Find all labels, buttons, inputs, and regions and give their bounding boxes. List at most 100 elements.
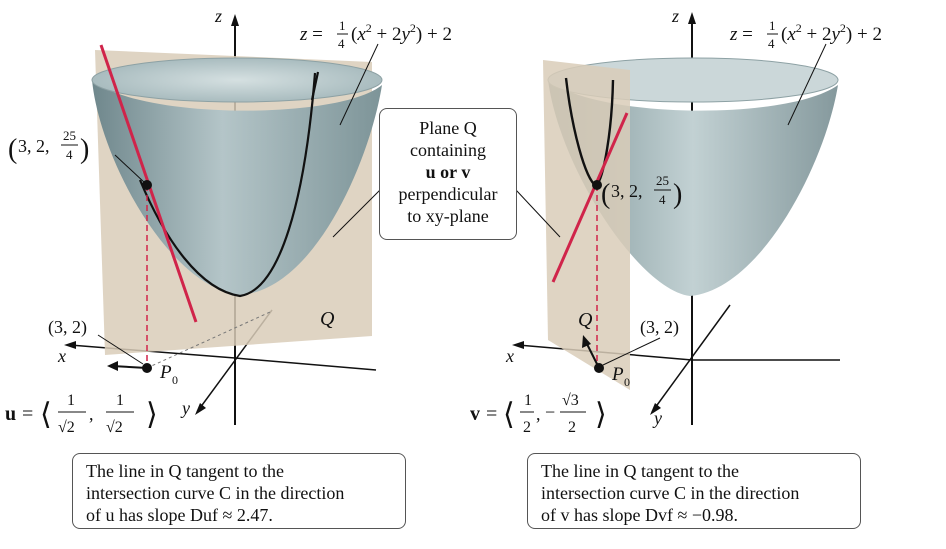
right-vector-label: v = ⟨ 1 2 , − √3 2 ⟩ (470, 392, 607, 436)
svg-text:4: 4 (338, 36, 345, 51)
right-base-leader (602, 337, 661, 366)
left-x-arrow (64, 341, 76, 349)
right-caption-line-2: intersection curve C in the direction (541, 483, 800, 503)
note-line-2: containing (410, 140, 486, 160)
svg-text:4: 4 (768, 36, 775, 51)
left-dashed-base (146, 311, 271, 369)
svg-text:(: ( (601, 179, 610, 210)
left-point-label: ( 3, 2, 25 4 ) (8, 128, 89, 165)
right-surface-label: z = 1 4 (x2 + 2y2) + 2 (729, 18, 882, 51)
svg-text:1: 1 (67, 392, 75, 409)
left-vector-label: u = ⟨ 1 √2 , 1 √2 ⟩ (5, 392, 158, 436)
right-base-point-label: (3, 2) (640, 317, 679, 338)
right-y-arrow (650, 403, 661, 415)
right-plane-label: Q (578, 309, 593, 331)
svg-text:−: − (545, 402, 555, 422)
right-y-axis (651, 304, 731, 413)
right-tangent-line (551, 112, 629, 283)
svg-text:P: P (611, 364, 624, 385)
svg-text:,: , (89, 404, 94, 424)
right-y-label: y (652, 408, 662, 428)
left-point-leader (114, 154, 146, 184)
svg-text:P: P (159, 362, 172, 383)
note-line-4: perpendicular (398, 184, 498, 204)
svg-text:(x2 + 2y2) + 2: (x2 + 2y2) + 2 (781, 21, 882, 45)
left-vector-arrow (107, 361, 118, 371)
svg-text:⟨: ⟨ (503, 398, 515, 431)
right-p0-label: P 0 (611, 364, 630, 389)
right-x-label: x (505, 346, 514, 366)
svg-text:25: 25 (656, 173, 669, 188)
svg-text:v: v (470, 403, 480, 425)
svg-text:u: u (5, 403, 16, 425)
svg-text:(x2 + 2y2) + 2: (x2 + 2y2) + 2 (351, 21, 452, 45)
note-leader-left (332, 189, 381, 238)
svg-text:√2: √2 (106, 419, 123, 436)
svg-text:⟨: ⟨ (40, 398, 52, 431)
right-caption-line-3: of v has slope Dvf ≈ −0.98. (541, 505, 739, 525)
svg-text:1: 1 (769, 18, 776, 33)
left-base-point-label: (3, 2) (48, 317, 87, 338)
svg-text:): ) (673, 179, 682, 210)
left-caption: The line in Q tangent to the intersectio… (72, 453, 406, 529)
svg-text:2: 2 (523, 419, 531, 436)
left-y-label: y (180, 398, 190, 418)
svg-text:0: 0 (172, 373, 178, 387)
right-surface-leader (787, 43, 827, 126)
svg-text:√3: √3 (562, 392, 579, 409)
right-caption: The line in Q tangent to the intersectio… (527, 453, 861, 529)
svg-text:2: 2 (568, 419, 576, 436)
svg-text:): ) (80, 134, 89, 165)
left-rim (91, 57, 383, 103)
svg-text:3, 2,: 3, 2, (611, 181, 643, 201)
left-intersection-curve (138, 72, 317, 298)
note-line-1: Plane Q (419, 118, 477, 138)
right-x-arrow (512, 341, 524, 349)
svg-text:1: 1 (339, 18, 346, 33)
left-plane-label: Q (320, 308, 335, 330)
right-vector-arrow (582, 335, 591, 348)
left-x-label: x (57, 346, 66, 366)
left-z-label: z (214, 6, 222, 26)
right-point (592, 180, 602, 190)
right-z-arrow (688, 12, 696, 24)
left-caption-line-3: of u has slope Duf ≈ 2.47. (86, 505, 273, 525)
svg-text:1: 1 (116, 392, 124, 409)
svg-text:√2: √2 (58, 419, 75, 436)
svg-text:z =: z = (729, 24, 753, 45)
right-point-label: ( 3, 2, 25 4 ) (601, 173, 682, 210)
svg-text:25: 25 (63, 128, 76, 143)
right-z-label: z (671, 6, 679, 26)
svg-text:3, 2,: 3, 2, (18, 136, 50, 156)
svg-text:=: = (486, 403, 497, 425)
left-y-arrow (195, 403, 206, 415)
svg-text:(: ( (8, 134, 17, 165)
svg-text:0: 0 (624, 375, 630, 389)
svg-text:⟩: ⟩ (595, 398, 607, 431)
left-surface-leader (339, 43, 379, 126)
right-caption-line-1: The line in Q tangent to the (541, 461, 739, 481)
note-line-3: u or v (425, 162, 471, 182)
svg-text:4: 4 (66, 147, 73, 162)
svg-text:,: , (536, 404, 541, 424)
svg-text:4: 4 (659, 192, 666, 207)
note-leader-right (515, 189, 561, 238)
left-base-leader (97, 334, 144, 365)
left-p0-label: P 0 (159, 362, 178, 387)
left-xy-axis-back (234, 357, 377, 371)
svg-text:z =: z = (299, 24, 323, 45)
right-figure: z x y Q z = 1 4 (x2 + 2y2) + 2 ( 3, 2, 2… (470, 6, 882, 436)
svg-text:1: 1 (524, 392, 532, 409)
left-figure: z x y Q z = 1 4 (x2 + 2y2) + 2 ( 3, 2, 2… (5, 6, 452, 436)
svg-text:=: = (22, 403, 33, 425)
left-surface-label: z = 1 4 (x2 + 2y2) + 2 (299, 18, 452, 51)
left-caption-line-2: intersection curve C in the direction (86, 483, 345, 503)
plane-q-note: Plane Q containing u or v perpendicular … (379, 108, 517, 240)
left-z-arrow (231, 14, 239, 26)
svg-text:⟩: ⟩ (146, 398, 158, 431)
left-caption-line-1: The line in Q tangent to the (86, 461, 284, 481)
left-curve-top (310, 71, 320, 101)
note-line-5: to xy-plane (407, 206, 489, 226)
